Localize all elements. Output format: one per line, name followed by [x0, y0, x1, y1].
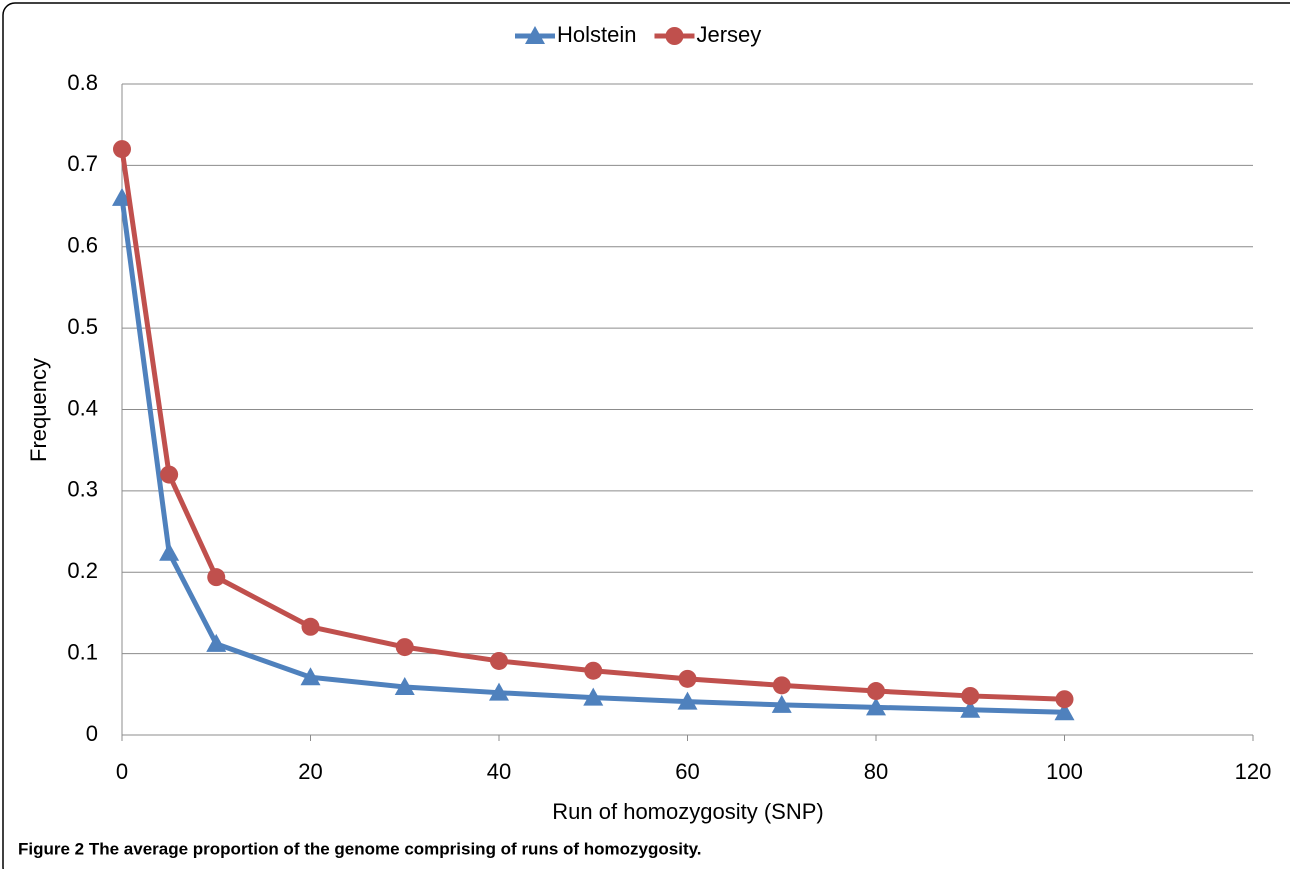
- marker: [867, 682, 885, 701]
- y-tick-label: 0.8: [67, 70, 98, 95]
- y-axis-title: Frequency: [26, 358, 51, 462]
- y-tick-label: 0.3: [67, 477, 98, 502]
- y-tick-label: 0.1: [67, 639, 98, 664]
- marker: [1055, 690, 1074, 709]
- marker: [300, 667, 321, 686]
- x-tick-label: 120: [1235, 759, 1272, 784]
- marker: [665, 27, 684, 45]
- x-tick-label: 20: [298, 759, 322, 784]
- marker: [207, 568, 226, 587]
- marker: [301, 617, 320, 636]
- x-tick-label: 100: [1046, 759, 1083, 784]
- legend-label: Holstein: [557, 22, 636, 47]
- marker: [772, 676, 791, 695]
- marker: [394, 676, 415, 695]
- x-tick-label: 0: [116, 759, 128, 784]
- x-tick-label: 40: [487, 759, 511, 784]
- x-tick-label: 80: [864, 759, 888, 784]
- x-tick-label: 60: [675, 759, 699, 784]
- marker: [584, 661, 603, 680]
- x-axis-title: Run of homozygosity (SNP): [552, 799, 823, 824]
- series-line: [119, 148, 1065, 702]
- series-line: [119, 197, 1065, 715]
- marker: [113, 140, 131, 159]
- caption: Figure 2 The average proportion of the g…: [18, 839, 702, 858]
- marker: [960, 699, 981, 718]
- y-tick-label: 0.4: [67, 395, 98, 420]
- marker: [1054, 702, 1075, 721]
- marker: [112, 187, 132, 206]
- marker: [395, 638, 414, 657]
- marker: [771, 694, 792, 713]
- marker: [866, 697, 886, 716]
- marker: [489, 682, 509, 701]
- marker: [206, 633, 227, 652]
- y-tick-label: 0.7: [67, 151, 98, 176]
- marker: [677, 691, 698, 710]
- marker: [961, 686, 980, 705]
- y-tick-label: 0.2: [67, 558, 98, 583]
- marker: [160, 465, 179, 484]
- y-tick-label: 0.6: [67, 233, 98, 258]
- marker: [490, 651, 508, 670]
- y-tick-label: 0: [86, 721, 98, 746]
- marker: [159, 542, 180, 561]
- marker: [525, 26, 545, 44]
- marker: [678, 669, 697, 688]
- marker: [583, 687, 604, 706]
- legend-label: Jersey: [696, 22, 761, 47]
- y-tick-label: 0.5: [67, 314, 98, 339]
